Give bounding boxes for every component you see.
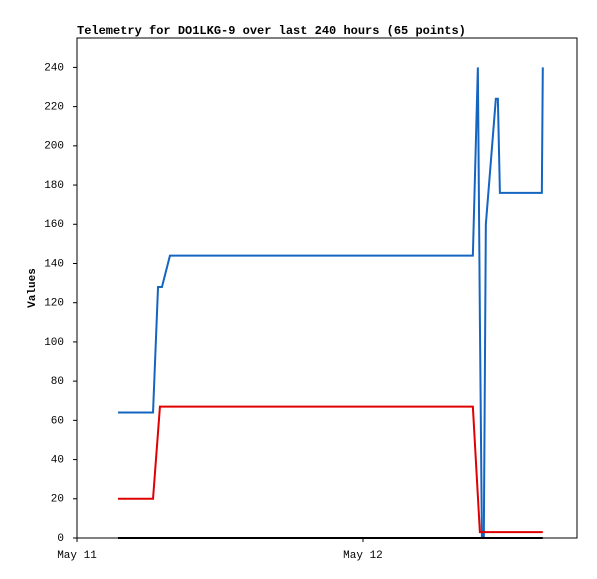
y-tick-label: 80	[51, 376, 64, 388]
line-series	[117, 67, 544, 539]
y-tick-label: 160	[44, 219, 64, 231]
chart-title: Telemetry for DO1LKG-9 over last 240 hou…	[77, 24, 466, 38]
x-tick-label: May 12	[343, 550, 383, 562]
y-tick-label: 0	[57, 533, 64, 545]
x-tick-label: May 11	[57, 550, 97, 562]
y-tick-label: 240	[44, 62, 64, 74]
y-tick-label: 20	[51, 494, 64, 506]
y-tick-label: 180	[44, 180, 64, 192]
y-tick-label: 120	[44, 298, 64, 310]
y-tick-label: 100	[44, 337, 64, 349]
y-tick-label: 40	[51, 454, 64, 466]
y-axis-label: Values	[27, 268, 39, 308]
y-tick-label: 60	[51, 415, 64, 427]
y-tick-label: 200	[44, 141, 64, 153]
y-tick-label: 220	[44, 102, 64, 114]
y-tick-label: 140	[44, 258, 64, 270]
line-series	[117, 405, 543, 534]
